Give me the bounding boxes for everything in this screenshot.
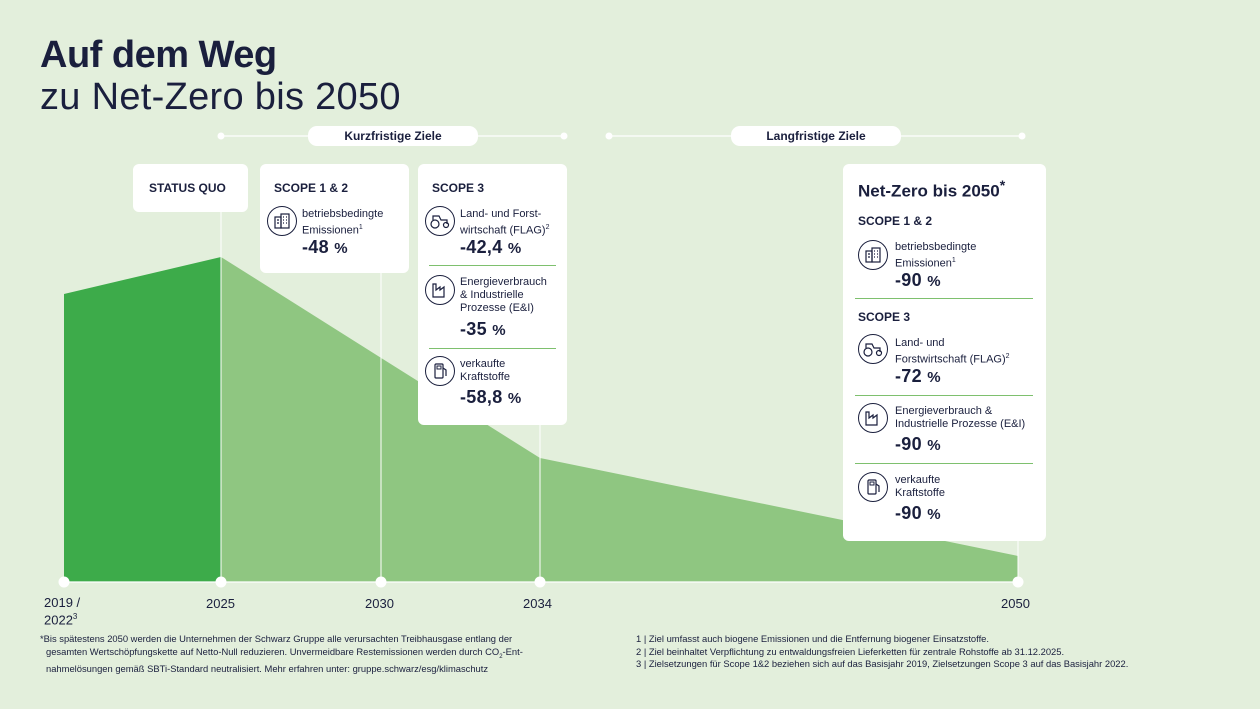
divider (429, 348, 556, 349)
short-term-label: Kurzfristige Ziele (308, 126, 478, 146)
nz-flag-label: Land- und Forstwirtschaft (FLAG)2 (895, 337, 1010, 366)
factory-icon (858, 403, 888, 433)
scope12-short-term-card: SCOPE 1 & 2 betriebsbedingte Emissionen1 … (260, 164, 409, 273)
footnote-net-zero: *Bis spätestens 2050 werden die Unterneh… (40, 633, 523, 675)
tractor-icon (425, 206, 455, 236)
axis-label-2025: 2025 (206, 596, 235, 611)
divider (855, 395, 1033, 396)
net-zero-title: Net-Zero bis 2050* (858, 177, 1006, 201)
dot-2025 (215, 576, 227, 588)
area-status-quo (64, 257, 221, 582)
area-reduction-path (221, 257, 1018, 582)
title-line-2: zu Net-Zero bis 2050 (40, 76, 401, 118)
scope3-ei-value: -35 % (460, 319, 506, 339)
tractor-icon (858, 334, 888, 364)
axis-label-2034: 2034 (523, 596, 552, 611)
fuel-pump-icon (425, 356, 455, 386)
axis-label-2030: 2030 (365, 596, 394, 611)
footnote-2: 2 | Ziel beinhaltet Verpflichtung zu ent… (636, 645, 1065, 657)
nz-scope12-label: betriebsbedingte Emissionen1 (895, 241, 977, 270)
building-icon (267, 206, 297, 236)
factory-icon (425, 275, 455, 305)
nz-scope12-value: -90 % (895, 270, 941, 290)
scope12-heading: SCOPE 1 & 2 (274, 181, 349, 195)
nz-flag-value: -72 % (895, 366, 941, 386)
dot-2034 (534, 576, 546, 588)
divider (429, 265, 556, 266)
fuel-pump-icon (858, 472, 888, 502)
scope3-fuel-value: -58,8 % (460, 387, 522, 407)
nz-scope3-heading: SCOPE 3 (858, 310, 911, 324)
nz-ei-value: -90 % (895, 434, 941, 454)
scope3-short-term-card: SCOPE 3 Land- und Forst-wirtschaft (FLAG… (418, 164, 567, 425)
dot-2019 (58, 576, 70, 588)
divider (855, 298, 1033, 299)
scope3-heading: SCOPE 3 (432, 181, 485, 195)
dot-2030 (375, 576, 387, 588)
scope3-flag-value: -42,4 % (460, 237, 522, 257)
nz-fuel-label: verkaufte Kraftstoffe (895, 474, 945, 499)
net-zero-2050-card: Net-Zero bis 2050* SCOPE 1 & 2 betriebsb… (843, 164, 1046, 541)
axis-label-2019: 2019 /20223 (44, 595, 81, 628)
title-line-1: Auf dem Weg (40, 34, 277, 76)
footnote-3: 3 | Zielsetzungen für Scope 1&2 beziehen… (636, 658, 1129, 670)
scope3-fuel-label: verkaufte Kraftstoffe (460, 358, 510, 383)
scope3-flag-label: Land- und Forst-wirtschaft (FLAG)2 (460, 208, 550, 237)
scope12-emissions-label: betriebsbedingte Emissionen1 (302, 208, 384, 237)
footnote-1: 1 | Ziel umfasst auch biogene Emissionen… (636, 633, 989, 644)
scope3-ei-label: Energieverbrauch & Industrielle Prozesse (… (460, 276, 547, 314)
footnotes-numbered: 1 | Ziel umfasst auch biogene Emissionen… (636, 633, 1236, 671)
nz-fuel-value: -90 % (895, 503, 941, 523)
axis-label-2050: 2050 (1001, 596, 1030, 611)
building-icon (858, 240, 888, 270)
nz-ei-label: Energieverbrauch & Industrielle Prozesse … (895, 405, 1026, 430)
status-quo-label: STATUS QUO (149, 181, 226, 195)
long-term-label: Langfristige Ziele (731, 126, 901, 146)
nz-scope12-heading: SCOPE 1 & 2 (858, 214, 933, 228)
status-quo-card: STATUS QUO (133, 164, 248, 212)
divider (855, 463, 1033, 464)
dot-2050 (1012, 576, 1024, 588)
scope12-emissions-value: -48 % (302, 237, 348, 257)
